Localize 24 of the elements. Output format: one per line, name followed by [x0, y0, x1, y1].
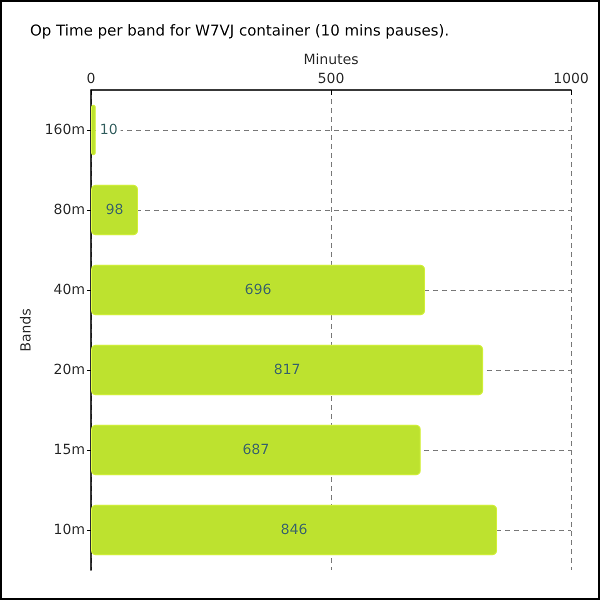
- chart-title: Op Time per band for W7VJ container (10 mins pauses).: [30, 22, 450, 40]
- y-tick-label: 160m: [44, 122, 85, 138]
- x-tick-label: 1000: [553, 71, 589, 87]
- y-tick-label: 10m: [54, 522, 85, 538]
- y-axis-title: Bands: [18, 308, 35, 352]
- bar: [91, 184, 138, 236]
- bar: [91, 264, 426, 316]
- data-label: 10: [100, 122, 118, 138]
- data-label: 98: [106, 202, 124, 218]
- data-label: 687: [242, 442, 270, 458]
- bar: [91, 344, 484, 396]
- data-label: 696: [244, 282, 272, 298]
- y-tick-label: 40m: [54, 282, 85, 298]
- data-label: 846: [280, 522, 308, 538]
- x-tick-label: 500: [318, 71, 344, 87]
- data-label: 817: [274, 362, 300, 378]
- bar: [91, 424, 421, 476]
- y-tick-label: 20m: [54, 362, 85, 378]
- x-axis-title: Minutes: [303, 52, 359, 68]
- x-tick-label: 0: [86, 71, 96, 87]
- y-tick-label: 15m: [54, 442, 85, 458]
- y-tick-label: 80m: [54, 202, 85, 218]
- bar: [91, 104, 96, 156]
- bar: [91, 504, 498, 556]
